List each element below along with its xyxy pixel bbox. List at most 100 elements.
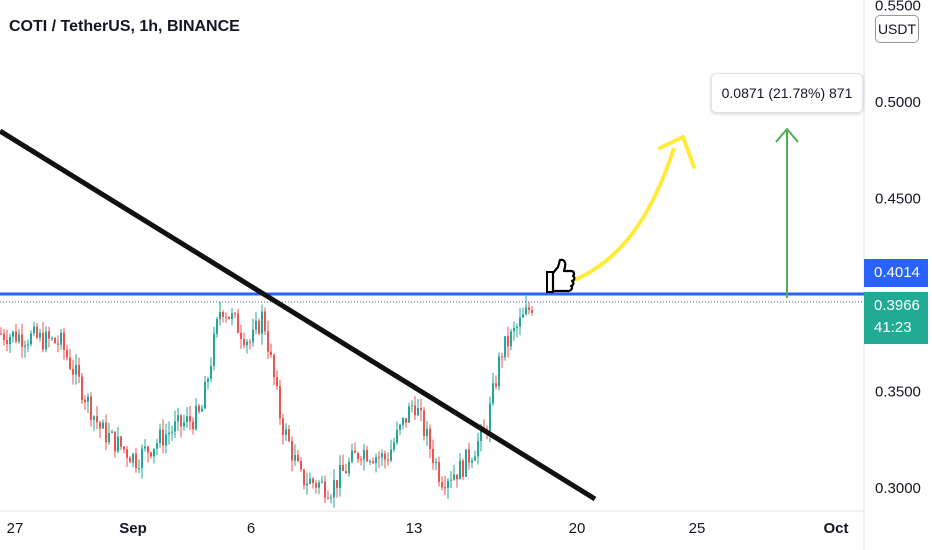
candle-body [162, 429, 164, 446]
candle-body [369, 461, 371, 463]
candle-body [171, 431, 173, 433]
candle-body [300, 461, 302, 470]
candle-body [18, 334, 20, 342]
chart-title: COTI / TetherUS, 1h, BINANCE [9, 18, 240, 35]
downtrend-line[interactable] [0, 128, 597, 502]
candle-body [480, 427, 482, 441]
candle-body [141, 448, 143, 468]
candle-body [90, 396, 92, 420]
candle-body [288, 429, 290, 442]
candle-body [210, 365, 212, 379]
candle-body [405, 417, 407, 423]
candle-body [447, 480, 449, 488]
candle-body [108, 433, 110, 443]
candle-body [174, 421, 176, 432]
candle-body [96, 416, 98, 423]
candle-body [150, 452, 152, 457]
candle-body [414, 405, 416, 416]
candle-body [114, 431, 116, 452]
candle-body [426, 428, 428, 437]
candle-body [252, 329, 254, 343]
candle-body [105, 422, 107, 443]
candle-body [366, 449, 368, 462]
candle-body [39, 332, 41, 338]
candle-body [177, 415, 179, 422]
candle-body [309, 478, 311, 484]
candle-body [15, 331, 17, 342]
candle-body [270, 351, 272, 355]
last-price-value: 0.3966 [874, 297, 920, 314]
candle-body [387, 459, 389, 461]
candle-body [249, 341, 251, 343]
candle-body [132, 453, 134, 463]
candle-body [453, 474, 455, 480]
candle-body [183, 422, 185, 427]
candle-body [87, 396, 89, 402]
candle-body [69, 357, 71, 369]
candle-body [282, 418, 284, 435]
candle-body [408, 406, 410, 423]
candle-body [363, 449, 365, 460]
candlestick-series [0, 295, 533, 508]
candle-body [492, 383, 494, 404]
candle-body [441, 482, 443, 488]
candle-body [459, 460, 461, 480]
candle-body [324, 481, 326, 498]
candle-body [519, 317, 521, 327]
candle-body [72, 368, 74, 375]
candle-body [168, 432, 170, 435]
candle-body [123, 446, 125, 450]
candle-body [516, 326, 518, 328]
candle-body [0, 333, 2, 335]
candle-body [198, 405, 200, 412]
candle-body [102, 422, 104, 429]
candle-body [12, 331, 14, 337]
price-axis-ticks: 0.3000 0.3500 0.4500 0.5000 0.5500 [875, 0, 921, 497]
candle-body [204, 382, 206, 409]
candle-body [222, 312, 224, 317]
bar-countdown: 41:23 [874, 319, 912, 336]
candle-body [501, 356, 503, 358]
candle-body [327, 497, 329, 499]
candle-body [321, 481, 323, 483]
candle-body [165, 434, 167, 446]
candle-body [48, 331, 50, 339]
candle-body [84, 399, 86, 402]
candle-body [402, 417, 404, 425]
candle-body [237, 313, 239, 333]
y-tick-label: 0.4500 [875, 191, 921, 208]
candle-body [129, 457, 131, 463]
candle-body [477, 440, 479, 457]
candle-body [465, 449, 467, 477]
x-tick-label: 25 [689, 520, 706, 537]
candle-body [354, 450, 356, 453]
candle-body [216, 319, 218, 334]
candle-body [147, 446, 149, 453]
candle-body [306, 483, 308, 486]
candle-body [180, 415, 182, 427]
thumbs-up-icon [546, 258, 576, 293]
candle-body [423, 410, 425, 437]
candle-body [243, 339, 245, 346]
candle-body [357, 452, 359, 460]
candle-body [345, 470, 347, 474]
candle-body [30, 333, 32, 345]
x-tick-label: Oct [823, 520, 848, 537]
candle-body [138, 467, 140, 469]
candle-body [318, 482, 320, 488]
candle-body [126, 449, 128, 458]
candle-body [330, 497, 332, 499]
candle-body [360, 459, 362, 461]
candle-body [93, 416, 95, 420]
currency-unit-selector[interactable]: USDT [875, 15, 919, 43]
candle-body [201, 408, 203, 412]
candle-body [450, 479, 452, 481]
candle-body [468, 449, 470, 463]
candle-body [42, 332, 44, 350]
candle-body [78, 364, 80, 377]
candle-body [228, 316, 230, 319]
y-tick-label: 0.3000 [875, 480, 921, 497]
candle-body [411, 405, 413, 407]
projection-curve-arrow[interactable] [555, 147, 676, 289]
